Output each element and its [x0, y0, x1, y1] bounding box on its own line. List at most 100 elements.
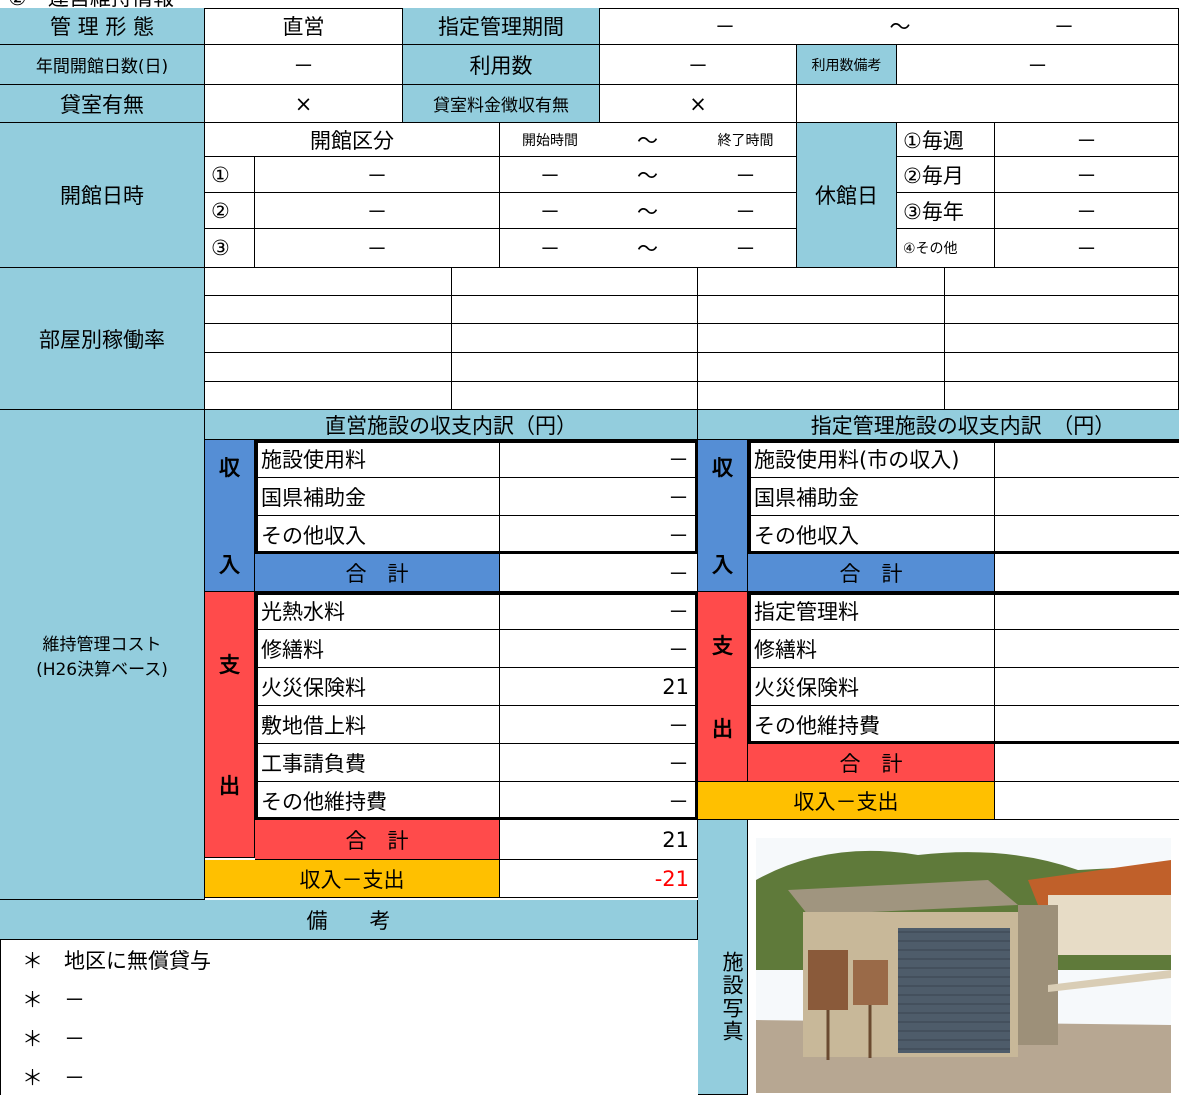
grid-cell — [698, 296, 945, 324]
grid-cell — [452, 382, 698, 410]
item-value: － — [500, 478, 698, 516]
label: ③毎年 — [897, 193, 995, 229]
value: － — [995, 229, 1179, 268]
item-name: その他維持費 — [255, 782, 500, 820]
grid-cell — [452, 353, 698, 382]
label: 維持管理コスト (H26決算ベース) — [0, 410, 205, 900]
balance-value: -21 — [500, 860, 698, 898]
total-value: 21 — [500, 820, 698, 860]
row-number: ① — [205, 157, 255, 193]
label-char: 出 — [219, 773, 240, 798]
item-name: その他収入 — [255, 516, 500, 554]
item-value: － — [500, 630, 698, 668]
label-line: (H26決算ベース) — [36, 659, 168, 680]
item-value: － — [995, 478, 1179, 516]
remark: ＊ － — [22, 1026, 85, 1051]
grid-cell — [698, 353, 945, 382]
item-name: その他収入 — [748, 516, 995, 554]
label: 管 理 形 態 — [0, 8, 205, 45]
item-name: 修繕料 — [748, 630, 995, 668]
remark: ＊ － — [22, 1065, 85, 1090]
value: ～ — [600, 229, 695, 268]
value: － — [500, 193, 600, 229]
item-name: 敷地借上料 — [255, 706, 500, 744]
grid-cell — [945, 382, 1179, 410]
grid-cell — [205, 353, 452, 382]
value: － — [600, 45, 797, 85]
total-label: 合 計 — [748, 554, 995, 592]
label-line: 維持管理コスト — [42, 634, 162, 655]
label: 年間開館日数(日) — [0, 45, 205, 85]
label: 開館日時 — [0, 123, 205, 268]
item-name: 工事請負費 — [255, 744, 500, 782]
value: － — [695, 157, 797, 193]
value: ～ — [600, 157, 695, 193]
total-label: 合 計 — [748, 744, 995, 782]
item-name: その他維持費 — [748, 706, 995, 744]
value: － — [255, 229, 500, 268]
value: 直営 — [205, 8, 403, 45]
expense-label: 支出 — [698, 592, 748, 782]
item-value: － — [995, 630, 1179, 668]
value: × — [600, 85, 797, 123]
row-number: ② — [205, 193, 255, 229]
balance-value — [995, 782, 1179, 820]
value: － — [995, 193, 1179, 229]
item-name: 施設使用料(市の収入) — [748, 440, 995, 478]
item-value: － — [500, 782, 698, 820]
item-value: － — [500, 706, 698, 744]
item-value: － — [995, 516, 1179, 554]
item-value: － — [995, 668, 1179, 706]
grid-cell — [698, 382, 945, 410]
label: 貸室有無 — [0, 85, 205, 123]
label: 休館日 — [797, 123, 897, 268]
value: － — [995, 157, 1179, 193]
value: － — [255, 193, 500, 229]
label: 貸室料金徴収有無 — [403, 85, 600, 123]
item-name: 修繕料 — [255, 630, 500, 668]
grid-cell — [205, 382, 452, 410]
row-number: ③ — [205, 229, 255, 268]
item-name: 光熱水料 — [255, 592, 500, 630]
value: － — [205, 45, 403, 85]
label: 指定管理期間 — [403, 8, 600, 45]
item-value: － — [995, 592, 1179, 630]
label-char: 入 — [712, 553, 733, 577]
grid-cell — [698, 324, 945, 353]
grid-cell — [452, 296, 698, 324]
expense-label: 支出 — [205, 592, 255, 858]
balance-label: 収入－支出 — [205, 860, 500, 898]
total-value: － — [500, 554, 698, 592]
total-label: 合 計 — [255, 554, 500, 592]
total-label: 合 計 — [255, 820, 500, 860]
item-value: － — [500, 592, 698, 630]
section-header: 指定管理施設の収支内訳 （円） — [698, 410, 1179, 440]
label: 利用数 — [403, 45, 600, 85]
label-char: 支 — [712, 634, 733, 659]
remark: ＊ 地区に無償貸与 — [22, 948, 211, 973]
label: ④その他 — [897, 229, 995, 268]
item-name: 火災保険料 — [748, 668, 995, 706]
value: ～ — [600, 193, 695, 229]
remarks-header: 備 考 — [0, 900, 698, 940]
item-value: 21 — [500, 668, 698, 706]
photo-image — [756, 838, 1171, 1093]
value: － — [950, 8, 1179, 45]
grid-cell — [945, 324, 1179, 353]
item-value: － — [995, 706, 1179, 744]
value: － — [897, 45, 1179, 85]
grid-cell — [945, 296, 1179, 324]
grid-cell — [205, 296, 452, 324]
label: 部屋別稼働率 — [0, 268, 205, 410]
item-value: － — [500, 440, 698, 478]
value: － — [695, 193, 797, 229]
value: － — [995, 123, 1179, 157]
grid-cell — [945, 268, 1179, 296]
grid-cell — [945, 353, 1179, 382]
label-char: 出 — [712, 716, 733, 741]
value: － — [500, 229, 600, 268]
item-name: 指定管理料 — [748, 592, 995, 630]
label-char: 支 — [219, 653, 240, 678]
value: × — [205, 85, 403, 123]
